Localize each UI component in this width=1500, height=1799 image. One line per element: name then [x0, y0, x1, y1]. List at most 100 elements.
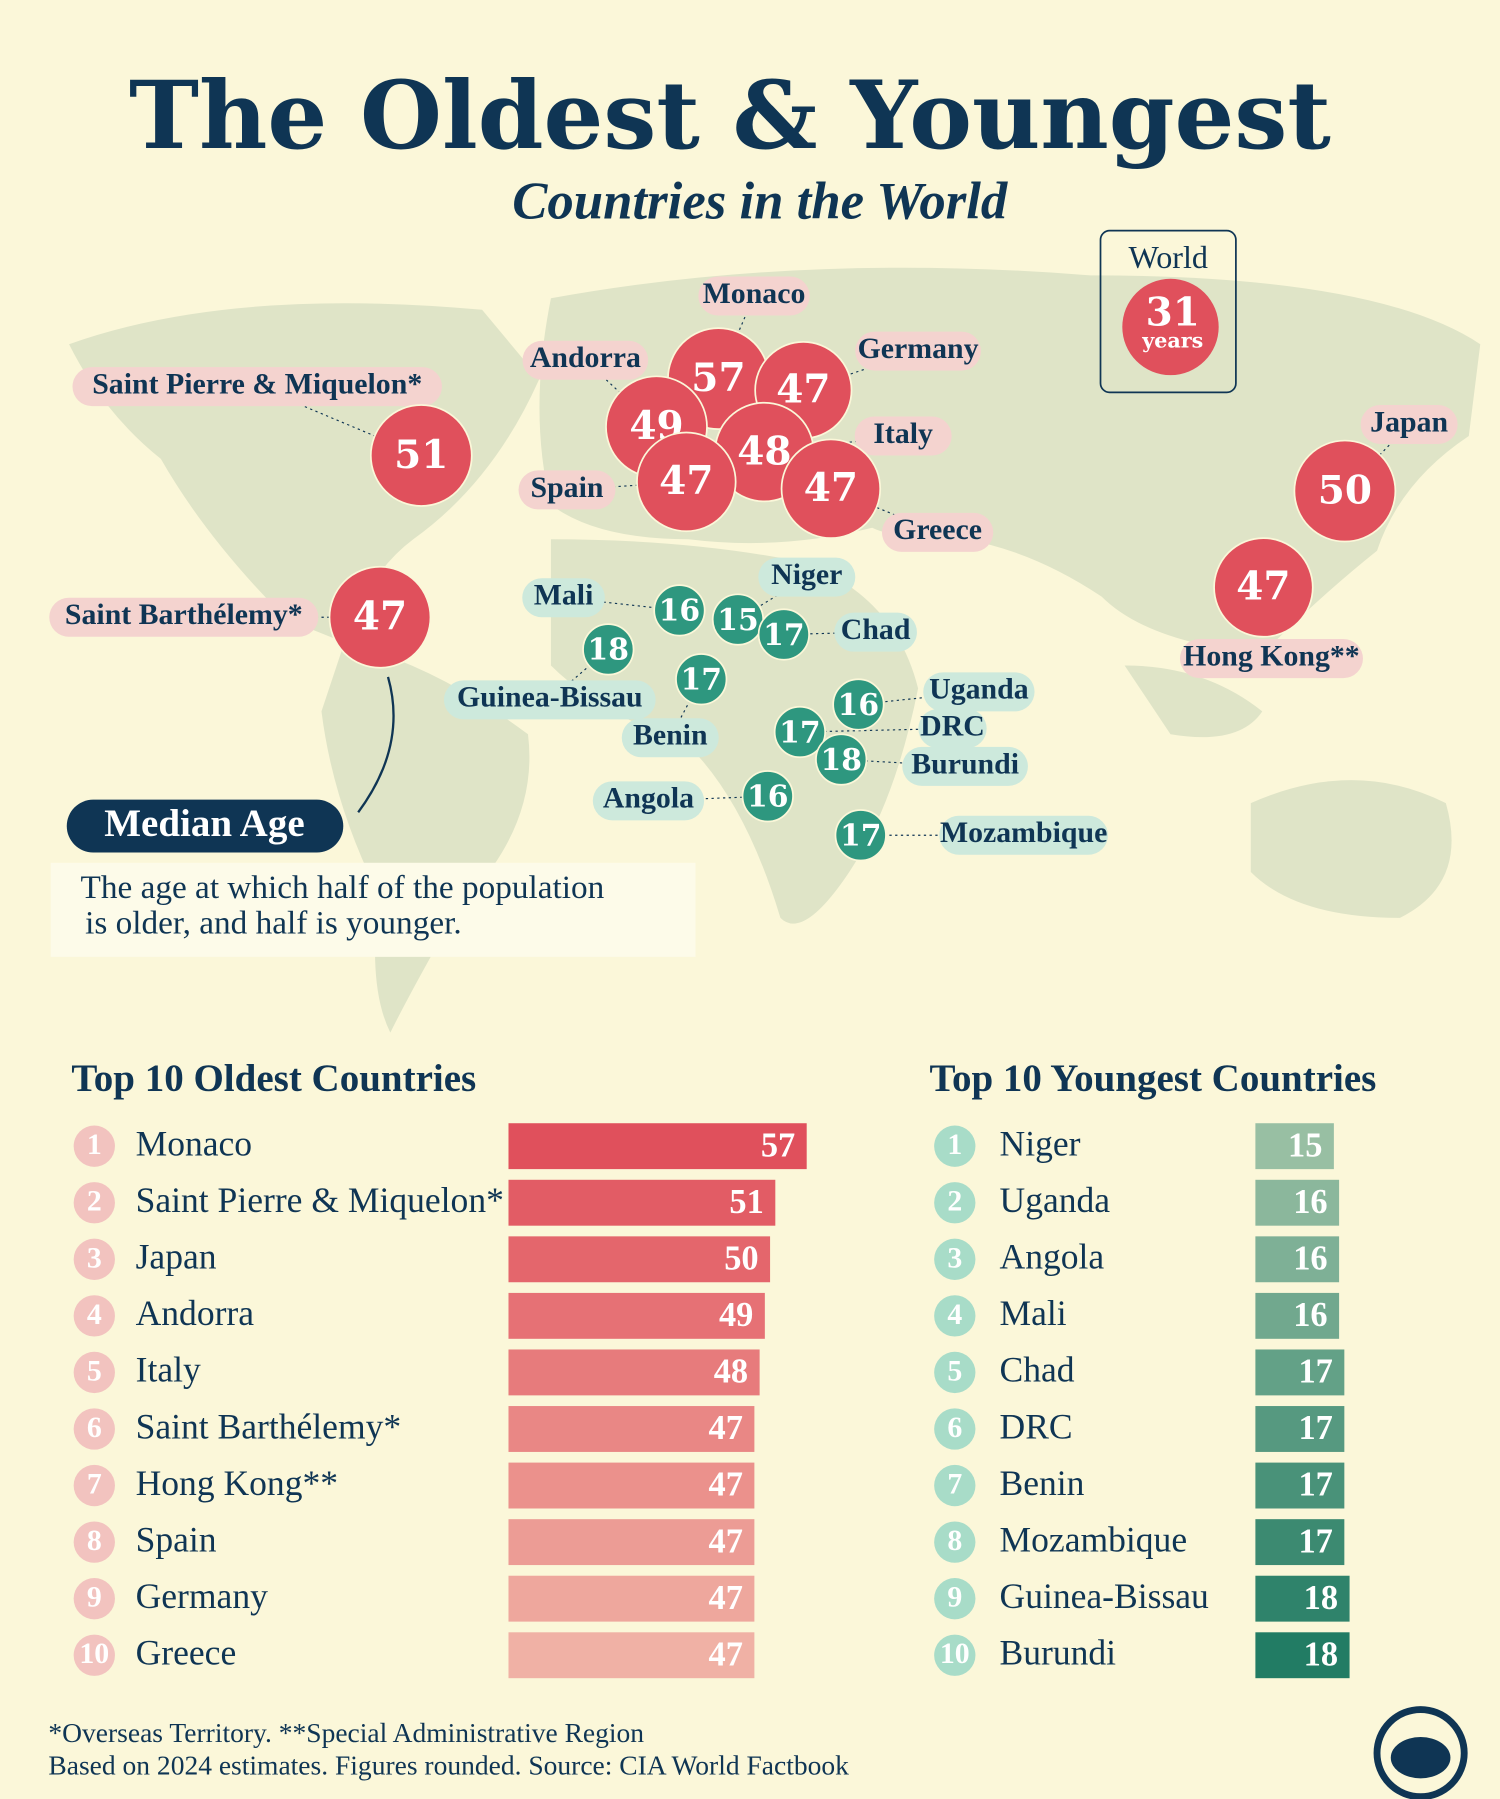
country-label: Benin	[633, 719, 708, 752]
label-pill	[621, 718, 719, 758]
label-pill	[923, 672, 1035, 712]
bubble-value: 17	[840, 819, 882, 854]
logo	[1373, 1706, 1468, 1799]
country-label: Japan	[1370, 405, 1448, 438]
rank-badge	[934, 1238, 976, 1280]
bar	[1255, 1236, 1340, 1283]
category-label: Mozambique	[1000, 1519, 1188, 1559]
subtitle: Countries in the World	[512, 173, 1009, 231]
bubble-value: 15	[717, 603, 759, 638]
bubble-value: 47	[1236, 564, 1290, 610]
rank: 8	[947, 1524, 962, 1557]
category-label: Mali	[1000, 1293, 1067, 1333]
country-label: Monaco	[703, 277, 806, 310]
label-pill	[443, 680, 656, 720]
bubble	[780, 438, 882, 539]
bubble	[636, 431, 737, 533]
label-pill	[854, 416, 952, 456]
rank: 6	[87, 1411, 102, 1444]
bubble	[1213, 537, 1314, 638]
bubble-value: 51	[394, 432, 448, 478]
world-unit: years	[1141, 328, 1203, 352]
value-label: 49	[719, 1296, 753, 1334]
value-label: 48	[714, 1353, 748, 1391]
rank: 9	[947, 1581, 962, 1614]
label-pill	[518, 470, 616, 510]
country-label: DRC	[920, 709, 985, 742]
label-pill	[881, 512, 994, 552]
rank-badge	[73, 1125, 115, 1167]
definition-box	[50, 862, 696, 957]
label-pill	[72, 367, 442, 407]
value-label: 47	[709, 1579, 743, 1617]
rank-badge	[934, 1408, 976, 1450]
label-pill	[939, 815, 1108, 855]
label-pill	[1360, 405, 1458, 445]
chart-title: Top 10 Oldest Countries	[71, 1057, 476, 1100]
country-label: Angola	[603, 782, 694, 815]
bar	[508, 1575, 755, 1622]
rank: 1	[947, 1128, 962, 1161]
value-label: 16	[1293, 1183, 1327, 1221]
value-label: 47	[709, 1466, 743, 1504]
value-label: 16	[1293, 1239, 1327, 1277]
rank-badge	[934, 1295, 976, 1337]
category-label: Benin	[1000, 1463, 1085, 1503]
rank: 2	[87, 1185, 102, 1218]
rank-badge	[73, 1238, 115, 1280]
label-pill	[592, 781, 705, 821]
bar	[508, 1519, 755, 1566]
rank: 7	[947, 1468, 962, 1501]
bubble-value: 17	[779, 715, 821, 750]
bubble	[741, 770, 794, 823]
bubble-value: 16	[659, 594, 701, 629]
bar	[1255, 1349, 1345, 1396]
world-label: World	[1128, 239, 1207, 275]
rank: 4	[947, 1298, 962, 1331]
bar	[1255, 1292, 1340, 1339]
value-label: 17	[1298, 1466, 1332, 1504]
rank-badge	[73, 1521, 115, 1563]
map-bubbles: Monaco Germany Andorra Italy Spain Greece Sain…	[49, 276, 1458, 862]
rank: 8	[87, 1524, 102, 1557]
bubble	[815, 733, 868, 786]
category-label: DRC	[1000, 1406, 1073, 1446]
bubble	[328, 565, 432, 669]
label-pill	[49, 597, 319, 637]
bar	[1255, 1179, 1340, 1226]
bar	[1255, 1519, 1345, 1566]
bar	[508, 1236, 771, 1283]
bar	[1255, 1632, 1350, 1679]
rank-badge	[73, 1464, 115, 1507]
label-pill	[758, 557, 856, 597]
bubble-value: 57	[691, 355, 745, 401]
bubble-value: 47	[776, 366, 830, 412]
bubble-value: 47	[659, 458, 713, 504]
category-label: Burundi	[1000, 1633, 1117, 1673]
rank-badge	[934, 1351, 976, 1394]
category-label: Japan	[136, 1237, 217, 1277]
rank-badge	[73, 1182, 115, 1224]
country-label: Uganda	[929, 673, 1029, 706]
category-label: Italy	[136, 1350, 201, 1390]
bubble-value: 16	[747, 780, 789, 815]
rank: 5	[947, 1354, 962, 1387]
bubble-value: 18	[820, 743, 862, 778]
rank: 2	[947, 1185, 962, 1218]
bar	[508, 1349, 760, 1396]
world-box	[1099, 229, 1237, 394]
country-label: Mali	[534, 579, 594, 612]
world-value: 31	[1146, 290, 1200, 336]
label-pill	[1179, 639, 1363, 679]
category-label: Chad	[1000, 1350, 1075, 1390]
country-label: Greece	[893, 513, 982, 546]
label-pill	[522, 340, 649, 380]
category-label: Spain	[136, 1519, 217, 1559]
rank-badge	[934, 1464, 976, 1507]
rank: 10	[79, 1637, 109, 1670]
category-label: Hong Kong**	[136, 1463, 338, 1503]
label-pill	[855, 331, 981, 371]
rank: 4	[87, 1298, 102, 1331]
